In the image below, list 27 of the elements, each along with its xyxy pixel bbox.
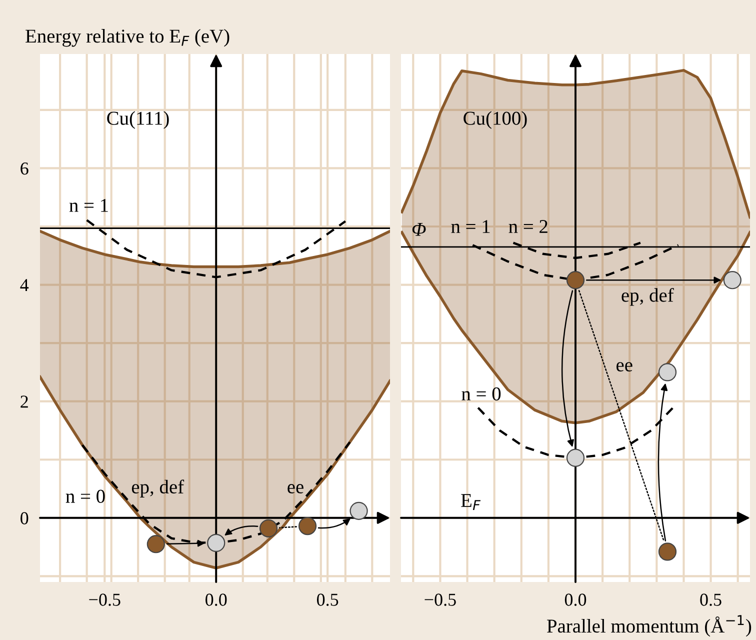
x-tick-label: −0.5 xyxy=(89,594,120,606)
x-tick-label: 0.5 xyxy=(700,594,722,606)
annotation: Cu(100) xyxy=(464,111,527,129)
y-tick-label: 2 xyxy=(20,396,28,408)
annotation: ee xyxy=(616,362,632,372)
y-tick-label: 4 xyxy=(20,279,29,292)
annotation: ee xyxy=(288,484,304,494)
annotation: n = 0 xyxy=(66,490,105,503)
line-series xyxy=(40,230,390,268)
annotation: n = 1 xyxy=(451,220,490,233)
annotation: n = 2 xyxy=(508,220,548,233)
x-axis-title: Parallel momentum (Å$^{−1}$) xyxy=(547,615,752,637)
x-tick-label: −0.5 xyxy=(424,594,456,606)
y-axis-title: Energy relative to E$_{F}$ (eV) xyxy=(26,29,230,47)
annotation: n = 0 xyxy=(462,387,501,400)
x-tick-label: 0.5 xyxy=(316,594,338,606)
annotation: ep, def xyxy=(132,480,184,498)
annotation: n = 1 xyxy=(69,198,108,212)
x-tick-label: 0.0 xyxy=(206,594,227,606)
ref-line-label: Φ xyxy=(412,223,426,236)
y-tick-label: 0 xyxy=(20,512,28,524)
annotation: E$_{F}$ xyxy=(461,494,481,510)
annotation: ep, def xyxy=(622,288,674,306)
y-tick-label: 6 xyxy=(20,162,28,175)
annotation: Cu(111) xyxy=(107,111,169,129)
x-tick-label: 0.0 xyxy=(564,594,586,606)
line-series xyxy=(40,375,390,570)
